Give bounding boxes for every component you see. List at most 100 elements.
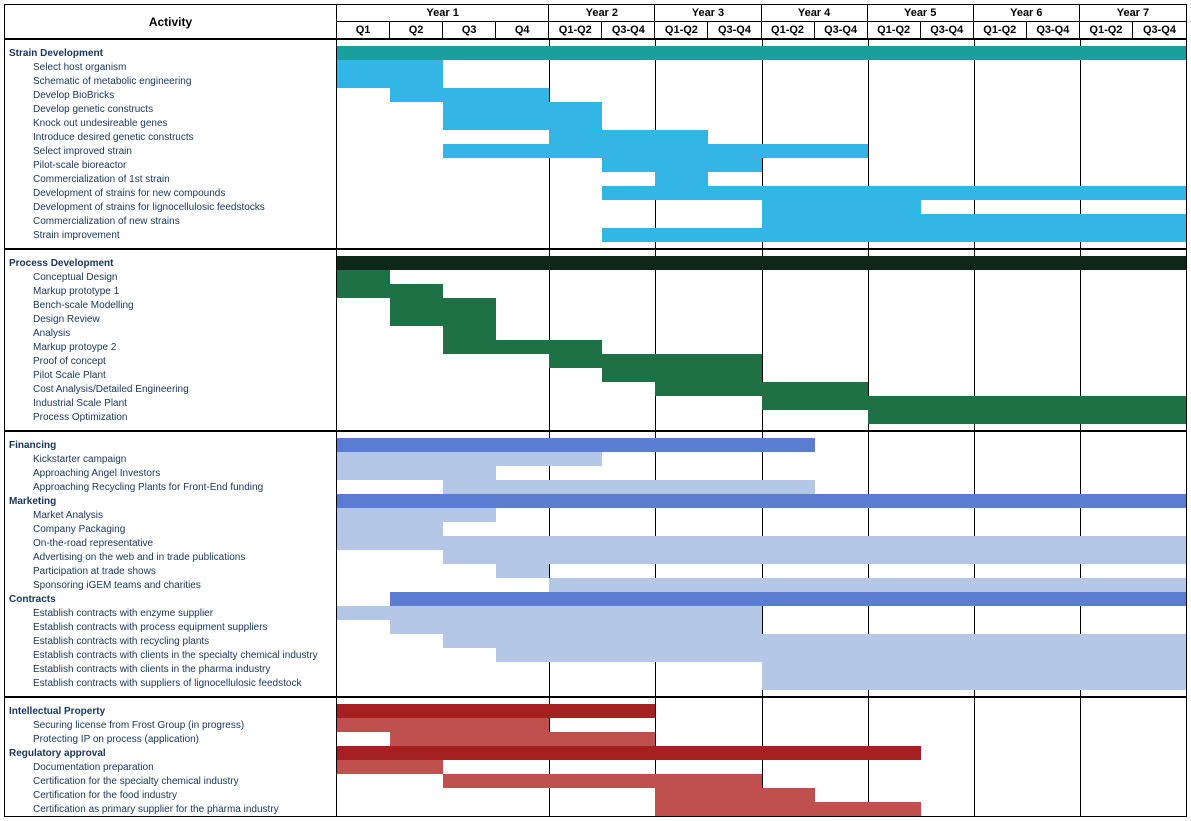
gantt-row: Cost Analysis/Detailed Engineering [5, 382, 1186, 396]
year-header: Year 6 [974, 5, 1080, 21]
row-label: Commercialization of 1st strain [5, 172, 337, 186]
row-label: Conceptual Design [5, 270, 337, 284]
gantt-bar [337, 438, 815, 452]
row-timeline [337, 550, 1186, 564]
row-timeline [337, 298, 1186, 312]
row-timeline [337, 102, 1186, 116]
gantt-bar [762, 676, 1187, 690]
gantt-row: Markup protoype 2 [5, 340, 1186, 354]
quarter-header: Q3-Q4 [1027, 22, 1080, 38]
year-header: Year 4 [762, 5, 868, 21]
gantt-bar [762, 662, 1187, 676]
row-timeline [337, 718, 1186, 732]
row-timeline [337, 228, 1186, 242]
row-timeline [337, 466, 1186, 480]
quarter-header: Q1 [337, 22, 390, 38]
gantt-bar [549, 578, 1186, 592]
row-timeline [337, 606, 1186, 620]
row-label: Establish contracts with clients in the … [5, 662, 337, 676]
gantt-bar [762, 214, 1187, 228]
gantt-bar [337, 284, 443, 298]
row-timeline [337, 130, 1186, 144]
quarter-header: Q4 [496, 22, 549, 38]
row-timeline [337, 270, 1186, 284]
gantt-bar [496, 564, 549, 578]
year-header: Year 7 [1080, 5, 1186, 21]
gantt-row: Securing license from Frost Group (in pr… [5, 718, 1186, 732]
quarter-header: Q3 [443, 22, 496, 38]
gantt-bar [390, 732, 655, 746]
quarter-header: Q1-Q2 [549, 22, 602, 38]
gantt-bar [390, 592, 1186, 606]
row-label: Markup prototype 1 [5, 284, 337, 298]
gantt-section: Strain DevelopmentSelect host organismSc… [5, 39, 1186, 249]
row-timeline [337, 536, 1186, 550]
gantt-row: Certification as primary supplier for th… [5, 802, 1186, 816]
gantt-bar [337, 704, 655, 718]
quarter-header: Q3-Q4 [815, 22, 868, 38]
row-timeline [337, 732, 1186, 746]
row-timeline [337, 802, 1186, 816]
row-timeline [337, 774, 1186, 788]
row-timeline [337, 186, 1186, 200]
row-label: Process Development [5, 256, 337, 270]
quarter-header: Q3-Q4 [708, 22, 761, 38]
row-timeline [337, 214, 1186, 228]
gantt-bar [337, 270, 390, 284]
gantt-bar [337, 606, 762, 620]
gantt-bar [443, 116, 602, 130]
row-label: Financing [5, 438, 337, 452]
row-timeline [337, 494, 1186, 508]
gantt-bar [337, 536, 1186, 550]
gantt-row: Process Optimization [5, 410, 1186, 424]
row-timeline [337, 676, 1186, 690]
gantt-section: Process DevelopmentConceptual DesignMark… [5, 249, 1186, 431]
chart-body: Strain DevelopmentSelect host organismSc… [5, 39, 1186, 816]
row-label: Establish contracts with process equipme… [5, 620, 337, 634]
row-label: Proof of concept [5, 354, 337, 368]
gantt-bar [549, 130, 708, 144]
row-label: Participation at trade shows [5, 564, 337, 578]
gantt-bar [655, 802, 920, 816]
row-label: Market Analysis [5, 508, 337, 522]
gantt-row: Design Review [5, 312, 1186, 326]
quarter-header: Q3-Q4 [1133, 22, 1186, 38]
row-label: Certification as primary supplier for th… [5, 802, 337, 816]
gantt-bar [443, 774, 761, 788]
row-timeline [337, 788, 1186, 802]
gantt-row: Develop genetic constructs [5, 102, 1186, 116]
gantt-row: Advertising on the web and in trade publ… [5, 550, 1186, 564]
gantt-row: Regulatory approval [5, 746, 1186, 760]
gantt-row: Development of strains for lignocellulos… [5, 200, 1186, 214]
year-header: Year 1 [337, 5, 549, 21]
row-timeline [337, 144, 1186, 158]
row-label: Certification for the specialty chemical… [5, 774, 337, 788]
row-timeline [337, 648, 1186, 662]
row-label: Establish contracts with enzyme supplier [5, 606, 337, 620]
row-timeline [337, 578, 1186, 592]
gantt-bar [868, 410, 1186, 424]
gantt-bar [443, 326, 496, 340]
row-timeline [337, 284, 1186, 298]
row-timeline [337, 396, 1186, 410]
gantt-row: Knock out undesireable genes [5, 116, 1186, 130]
gantt-row: Introduce desired genetic constructs [5, 130, 1186, 144]
row-timeline [337, 158, 1186, 172]
row-timeline [337, 116, 1186, 130]
gantt-bar [443, 144, 868, 158]
row-timeline [337, 662, 1186, 676]
row-label: Develop genetic constructs [5, 102, 337, 116]
gantt-row: Marketing [5, 494, 1186, 508]
row-label: Strain Development [5, 46, 337, 60]
row-label: Kickstarter campaign [5, 452, 337, 466]
gantt-bar [602, 228, 1186, 242]
gantt-row: Strain Development [5, 46, 1186, 60]
row-timeline [337, 368, 1186, 382]
row-timeline [337, 200, 1186, 214]
gantt-row: Select host organism [5, 60, 1186, 74]
gantt-bar [549, 354, 761, 368]
row-label: Regulatory approval [5, 746, 337, 760]
gantt-row: Company Packaging [5, 522, 1186, 536]
gantt-bar [762, 200, 921, 214]
row-label: Select host organism [5, 60, 337, 74]
